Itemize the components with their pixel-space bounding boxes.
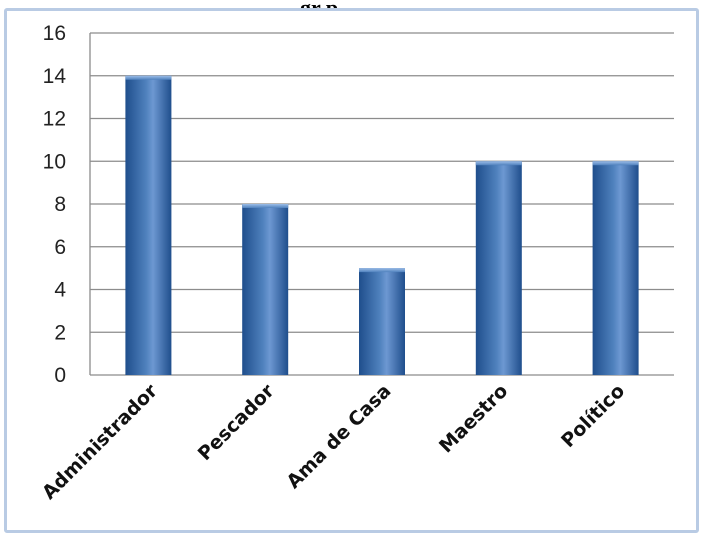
bar-maestro: [475, 161, 522, 375]
y-tick-label: 6: [54, 236, 66, 259]
y-tick-label: 8: [54, 193, 66, 216]
y-tick-label: 0: [54, 364, 66, 387]
y-tick-label: 14: [43, 65, 67, 88]
bar-cap: [125, 75, 172, 80]
y-tick-label: 2: [54, 321, 66, 344]
y-tick-label: 4: [54, 279, 66, 302]
y-tick-label: 16: [43, 22, 66, 45]
bar-cap: [359, 268, 405, 273]
x-category-label: Pescador: [194, 380, 279, 465]
bars: [125, 75, 639, 375]
bar-administrador: [125, 75, 172, 375]
bar-político: [592, 161, 639, 375]
y-axis-ticks: 0 2 4 6 8 10 12 14 16: [43, 22, 67, 387]
y-tick-label: 10: [43, 150, 66, 173]
x-category-label: Político: [557, 380, 629, 452]
x-category-label: Ama de Casa: [282, 380, 395, 493]
y-tick-label: 12: [43, 108, 66, 131]
bar-pescador: [242, 204, 289, 375]
bar-cap: [475, 161, 522, 166]
x-category-label: Administrador: [38, 380, 162, 504]
chart-frame: [4, 8, 699, 533]
bar-ama-de-casa: [359, 268, 405, 375]
x-category-label: Maestro: [435, 380, 512, 457]
bar-cap: [592, 161, 639, 166]
x-axis-labels: Administrador Pescador Ama de Casa Maestro P…: [38, 380, 629, 504]
bar-cap: [242, 204, 289, 208]
